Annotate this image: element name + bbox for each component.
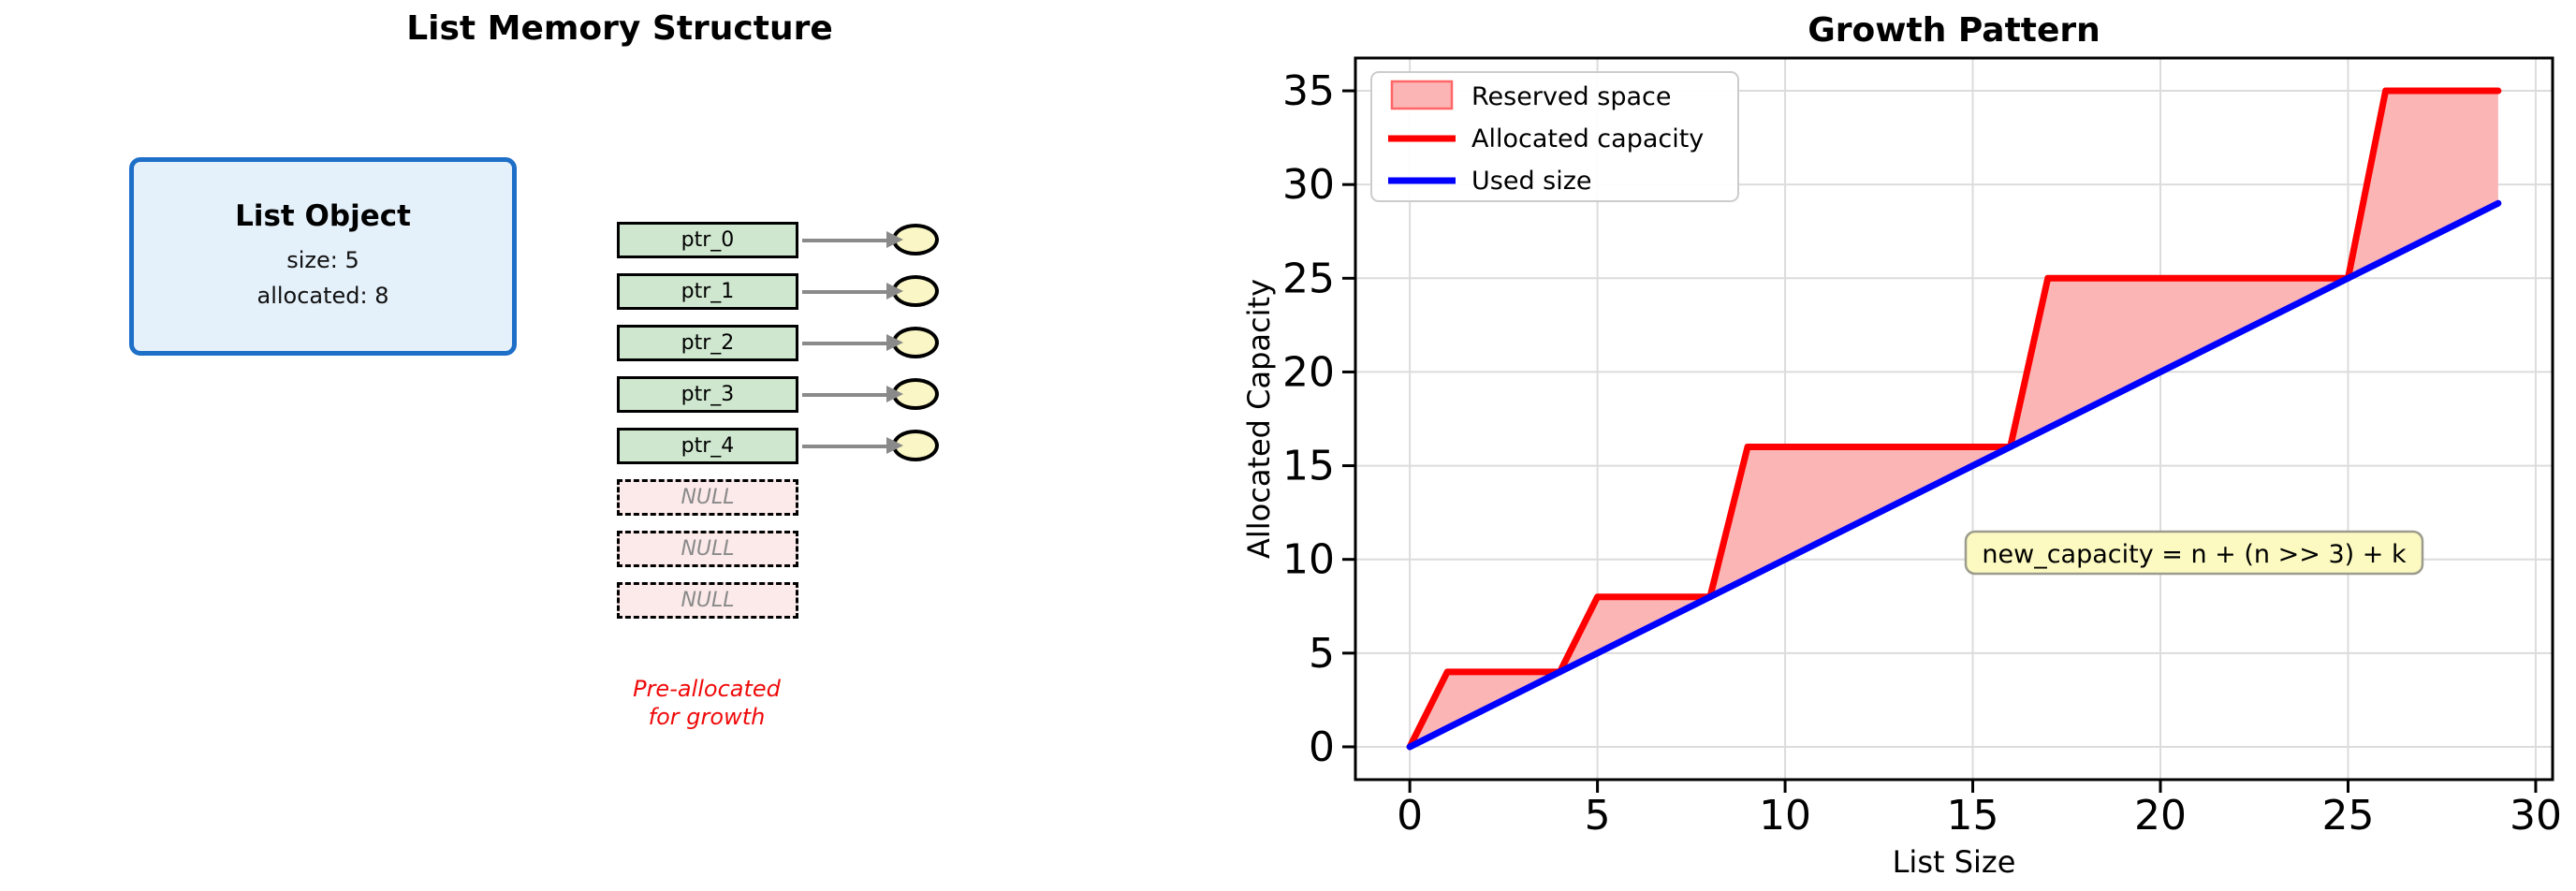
slot-row-reserved: NULL [617, 582, 963, 619]
legend-item: Used size [1388, 167, 1592, 196]
list-object-size: size: 5 [286, 246, 359, 273]
y-tick-label: 5 [1309, 630, 1335, 678]
x-tick-label: 30 [2510, 792, 2562, 840]
legend-patch-swatch [1390, 80, 1454, 110]
left-panel-title: List Memory Structure [406, 9, 833, 48]
pointer-slot-box: ptr_0 [617, 222, 798, 258]
slot-row-used: ptr_0 [617, 222, 963, 258]
slot-row-reserved: NULL [617, 531, 963, 567]
x-axis-label: List Size [1893, 844, 2016, 880]
arrow-icon [886, 283, 903, 299]
slot-row-used: ptr_3 [617, 376, 963, 413]
legend-label: Allocated capacity [1471, 124, 1704, 153]
pointer-slot-box: ptr_4 [617, 428, 798, 464]
x-tick-label: 15 [1947, 792, 1999, 840]
pointer-connector [802, 239, 892, 242]
pointer-connector [802, 445, 892, 448]
legend-box [1370, 71, 1739, 202]
annotation-text: new_capacity = n + (n >> 3) + k [1982, 540, 2407, 569]
arrow-icon [886, 437, 903, 454]
slot-row-used: ptr_4 [617, 428, 963, 464]
list-object-title: List Object [235, 198, 411, 233]
slot-row-used: ptr_2 [617, 325, 963, 361]
null-slot-box: NULL [617, 531, 798, 567]
y-tick-label: 30 [1282, 161, 1335, 209]
pointer-slot-box: ptr_3 [617, 376, 798, 413]
legend-label: Used size [1471, 167, 1592, 196]
chart-title: Growth Pattern [1808, 11, 2100, 50]
list-object-allocated: allocated: 8 [256, 283, 389, 309]
pointer-slot-box: ptr_2 [617, 325, 798, 361]
arrow-icon [886, 231, 903, 248]
list-object-box: List Object size: 5 allocated: 8 [129, 157, 517, 356]
x-tick-label: 0 [1397, 792, 1423, 840]
slot-row-used: ptr_1 [617, 273, 963, 310]
pointer-connector [802, 342, 892, 345]
legend-label: Reserved space [1471, 82, 1671, 111]
object-ellipse [892, 378, 939, 410]
pointer-slot-box: ptr_1 [617, 273, 798, 310]
y-axis-label: Allocated Capacity [1241, 279, 1277, 559]
y-tick-label: 10 [1282, 536, 1335, 584]
x-tick-label: 10 [1759, 792, 1811, 840]
x-tick-label: 20 [2134, 792, 2187, 840]
annotation: new_capacity = n + (n >> 3) + k [1964, 530, 2424, 576]
null-slot-box: NULL [617, 582, 798, 619]
x-tick-label: 25 [2321, 792, 2374, 840]
reserved-space-fill [1410, 91, 2498, 747]
pointer-connector [802, 290, 892, 294]
legend-item: Allocated capacity [1388, 124, 1704, 153]
y-tick-label: 0 [1309, 723, 1335, 771]
y-tick-label: 25 [1282, 255, 1335, 302]
legend-item: Reserved space [1390, 80, 1671, 111]
used-size-line [1406, 199, 2502, 751]
pointer-connector [802, 393, 892, 397]
y-tick-label: 35 [1282, 67, 1335, 115]
prealloc-note: Pre-allocated for growth [633, 676, 781, 730]
y-tick-label: 20 [1282, 348, 1335, 396]
plot-border [1354, 56, 2554, 781]
arrow-icon [886, 334, 903, 351]
legend: Reserved space Allocated capacity Used siz… [1370, 71, 1739, 202]
allocated-capacity-line [1406, 87, 2502, 751]
x-tick-label: 5 [1585, 792, 1611, 840]
y-tick-label: 15 [1282, 443, 1335, 490]
ticks: 0 5 10 15 20 25 30 0 5 10 15 20 25 30 35 [1282, 67, 2562, 840]
slot-row-reserved: NULL [617, 479, 963, 516]
annotation-box [1964, 530, 2424, 576]
null-slot-box: NULL [617, 479, 798, 516]
arrow-icon [886, 386, 903, 402]
